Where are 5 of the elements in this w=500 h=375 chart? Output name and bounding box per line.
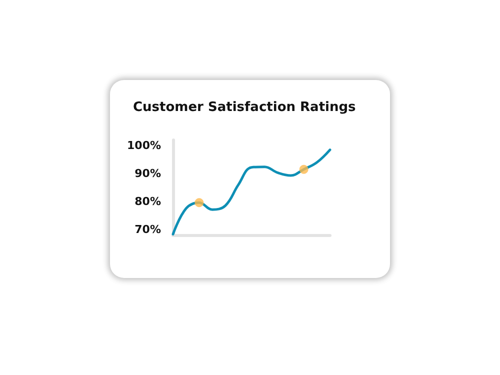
chart-title: Customer Satisfaction Ratings	[133, 100, 356, 115]
y-tick-label: 70%	[134, 222, 161, 236]
y-tick-label: 100%	[127, 139, 161, 152]
y-tick-label: 80%	[134, 194, 161, 208]
y-tick-label: 90%	[134, 167, 161, 180]
